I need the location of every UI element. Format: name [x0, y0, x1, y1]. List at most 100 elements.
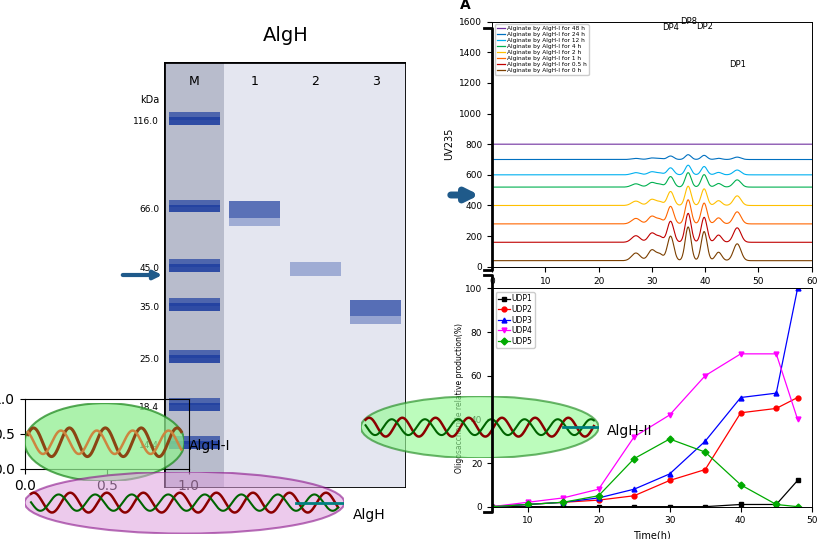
Bar	[164, 62, 224, 488]
UDP5	[522, 501, 532, 508]
Line: Alginate by AlgH-I for 4 h: Alginate by AlgH-I for 4 h	[491, 172, 811, 187]
UDP2	[699, 466, 709, 473]
UDP1	[699, 503, 709, 510]
Alginate by AlgH-I for 12 h	[625, 170, 635, 177]
UDP3	[628, 486, 638, 493]
Line: UDP2: UDP2	[489, 395, 799, 509]
Alginate by AlgH-I for 24 h	[806, 156, 816, 163]
UDP5	[792, 503, 802, 510]
UDP4	[699, 372, 709, 379]
Alginate by AlgH-I for 12 h	[541, 171, 550, 178]
Ellipse shape	[25, 403, 184, 481]
Alginate by AlgH-I for 24 h	[654, 155, 664, 162]
UDP4	[628, 433, 638, 440]
UDP4	[522, 499, 532, 506]
Alginate by AlgH-I for 48 h	[661, 141, 671, 147]
Line: Alginate by AlgH-I for 1 h: Alginate by AlgH-I for 1 h	[491, 200, 811, 224]
Text: 45.0: 45.0	[139, 264, 159, 273]
Alginate by AlgH-I for 0.5 h	[541, 239, 550, 246]
Text: 66.0: 66.0	[139, 205, 159, 213]
UDP2	[792, 395, 802, 401]
Alginate by AlgH-I for 0 h	[654, 250, 664, 257]
UDP2	[593, 497, 603, 503]
Alginate by AlgH-I for 24 h	[682, 151, 692, 158]
Bar	[169, 355, 219, 363]
Alginate by AlgH-I for 24 h	[661, 155, 671, 161]
Bar	[169, 118, 219, 125]
UDP4	[486, 503, 496, 510]
Alginate by AlgH-I for 48 h	[625, 141, 635, 147]
Alginate by AlgH-I for 0.5 h	[661, 229, 671, 235]
Bar	[169, 298, 219, 306]
Alginate by AlgH-I for 24 h	[594, 156, 604, 163]
UDP1	[558, 503, 568, 510]
UDP4	[664, 412, 674, 418]
UDP4	[792, 416, 802, 423]
Alginate by AlgH-I for 1 h	[529, 220, 539, 227]
Text: DP2: DP2	[695, 22, 712, 31]
Alginate by AlgH-I for 4 h	[661, 178, 671, 185]
Alginate by AlgH-I for 1 h	[486, 220, 496, 227]
Text: 2: 2	[311, 74, 319, 88]
UDP3	[664, 471, 674, 477]
Alginate by AlgH-I for 48 h	[806, 141, 816, 147]
UDP4	[771, 350, 781, 357]
Alginate by AlgH-I for 2 h	[661, 195, 671, 202]
Text: AlgH: AlgH	[262, 26, 308, 45]
Text: DP8: DP8	[679, 17, 696, 26]
Bar	[169, 303, 219, 311]
Alginate by AlgH-I for 12 h	[529, 171, 539, 178]
Ellipse shape	[360, 396, 598, 458]
Text: 3: 3	[371, 74, 379, 88]
Alginate by AlgH-I for 12 h	[661, 168, 671, 175]
UDP4	[593, 486, 603, 493]
UDP1	[628, 503, 638, 510]
Alginate by AlgH-I for 2 h	[529, 202, 539, 209]
Alginate by AlgH-I for 2 h	[594, 202, 604, 209]
UDP5	[771, 501, 781, 508]
Y-axis label: UV235: UV235	[443, 128, 453, 161]
Line: Alginate by AlgH-I for 2 h: Alginate by AlgH-I for 2 h	[491, 186, 811, 205]
UDP1	[771, 501, 781, 508]
Bar	[169, 259, 219, 267]
Text: A: A	[459, 0, 470, 12]
Line: Alginate by AlgH-I for 0.5 h: Alginate by AlgH-I for 0.5 h	[491, 213, 811, 243]
Alginate by AlgH-I for 12 h	[654, 170, 664, 176]
Alginate by AlgH-I for 2 h	[654, 198, 664, 205]
Bar	[169, 403, 219, 411]
X-axis label: Time(min): Time(min)	[627, 291, 676, 301]
UDP5	[593, 493, 603, 499]
Alginate by AlgH-I for 12 h	[682, 162, 692, 169]
Alginate by AlgH-I for 0 h	[625, 254, 635, 260]
Legend: UDP1, UDP2, UDP3, UDP4, UDP5: UDP1, UDP2, UDP3, UDP4, UDP5	[495, 292, 534, 348]
UDP3	[699, 438, 709, 444]
Legend: Alginate by AlgH-I for 48 h, Alginate by AlgH-I for 24 h, Alginate by AlgH-I for: Alginate by AlgH-I for 48 h, Alginate by…	[495, 24, 588, 75]
Bar	[229, 218, 280, 226]
Bar	[350, 300, 400, 316]
UDP4	[558, 495, 568, 501]
Alginate by AlgH-I for 0 h	[541, 258, 550, 264]
Alginate by AlgH-I for 48 h	[541, 141, 550, 147]
UDP1	[664, 503, 674, 510]
Bar	[289, 261, 340, 276]
Alginate by AlgH-I for 24 h	[541, 156, 550, 163]
Alginate by AlgH-I for 2 h	[806, 202, 816, 209]
Text: 14.4: 14.4	[139, 441, 159, 450]
Text: DP4: DP4	[661, 23, 678, 32]
Text: 116.0: 116.0	[133, 117, 159, 126]
Y-axis label: Oligosaccharide relative production(%): Oligosaccharide relative production(%)	[454, 322, 463, 473]
Alginate by AlgH-I for 2 h	[625, 200, 635, 206]
Alginate by AlgH-I for 12 h	[806, 171, 816, 178]
UDP1	[735, 501, 744, 508]
UDP5	[664, 436, 674, 442]
Bar	[169, 350, 219, 358]
UDP5	[486, 503, 496, 510]
Alginate by AlgH-I for 1 h	[661, 212, 671, 218]
Line: Alginate by AlgH-I for 0 h: Alginate by AlgH-I for 0 h	[491, 227, 811, 261]
Alginate by AlgH-I for 48 h	[486, 141, 496, 147]
Bar	[169, 398, 219, 405]
Bar	[169, 436, 219, 444]
Text: kDa: kDa	[140, 95, 159, 105]
Bar	[169, 112, 219, 120]
UDP2	[664, 477, 674, 483]
